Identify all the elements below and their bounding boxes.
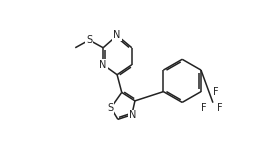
Text: S: S xyxy=(86,35,92,45)
Text: S: S xyxy=(107,103,113,113)
Text: F: F xyxy=(201,103,207,113)
Text: F: F xyxy=(217,103,222,113)
Text: N: N xyxy=(99,60,107,70)
Text: N: N xyxy=(129,111,136,120)
Text: F: F xyxy=(213,87,218,97)
Text: N: N xyxy=(114,30,121,40)
